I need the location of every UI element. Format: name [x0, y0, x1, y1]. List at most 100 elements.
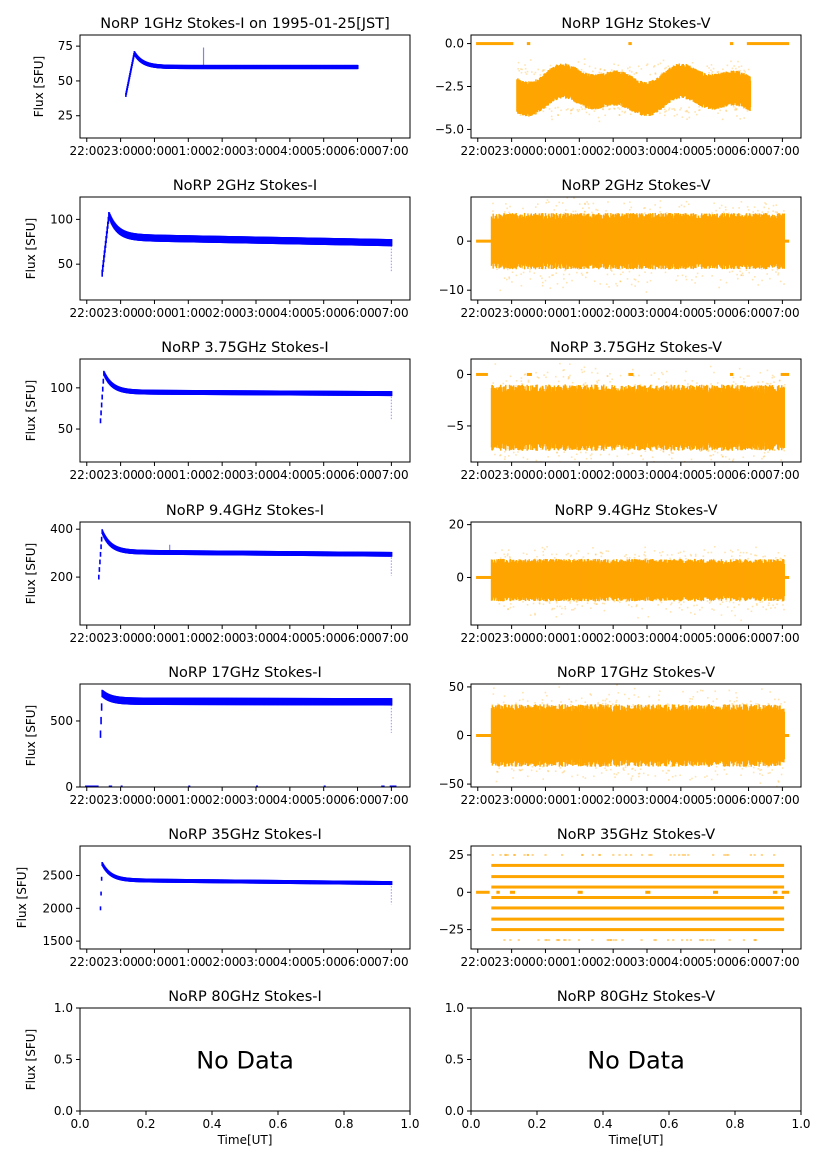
data-point: [616, 284, 619, 287]
data-point: [540, 448, 542, 451]
data-point: [777, 273, 779, 276]
subplot-v3: NoRP 3.75GHz Stokes-V0−522:00 23:00 00:00 0…: [446, 340, 802, 482]
data-point: [772, 204, 775, 207]
data-point: [715, 209, 717, 212]
data-point: [685, 200, 688, 203]
data-point: [520, 71, 523, 74]
data-point: [570, 456, 573, 458]
data-point: [649, 279, 652, 282]
data-point: [568, 376, 570, 379]
data-point: [499, 454, 501, 457]
data-point: [558, 454, 560, 457]
data-point: [631, 368, 634, 371]
x-tick-label: 00:00: [528, 306, 563, 320]
data-point: [698, 109, 700, 112]
data-point: [521, 267, 524, 270]
data-point: [584, 210, 586, 213]
data-point: [572, 71, 574, 73]
data-point: [571, 381, 574, 384]
x-tick-label: 01:00: [171, 468, 206, 482]
data-point: [754, 215, 757, 217]
y-tick-label: 100: [50, 381, 73, 395]
data-point: [761, 279, 763, 282]
data-point: [641, 106, 643, 108]
x-tick-label: 03:00: [239, 144, 274, 158]
data-point: [714, 215, 716, 217]
data-point: [711, 215, 713, 218]
data-point: [617, 107, 619, 109]
data-point: [724, 455, 727, 458]
data-point: [608, 453, 611, 456]
data-point: [666, 215, 668, 218]
data-point: [618, 114, 621, 116]
data-point: [100, 536, 103, 542]
data-point: [653, 106, 655, 109]
data-point: [761, 381, 764, 383]
data-point: [620, 388, 622, 391]
x-tick-label: 00:00: [137, 144, 172, 158]
data-point: [734, 108, 736, 111]
data-point: [101, 269, 103, 277]
data-point: [771, 385, 773, 387]
plot-area: [99, 370, 393, 424]
data-point: [733, 65, 736, 67]
data-band: [749, 80, 752, 108]
data-point: [709, 106, 712, 109]
data-point: [131, 59, 134, 64]
data-point: [583, 366, 586, 369]
data-point: [526, 449, 529, 451]
data-point: [517, 61, 520, 64]
data-point: [653, 106, 656, 109]
x-tick-label: 07:00: [765, 468, 800, 482]
zero-marker: [476, 372, 488, 376]
data-point: [569, 374, 571, 377]
data-point: [657, 105, 660, 108]
data-point: [520, 380, 523, 382]
data-point: [665, 110, 668, 112]
data-point: [581, 108, 584, 110]
data-point: [132, 57, 134, 62]
data-point: [701, 275, 704, 277]
data-point: [740, 65, 743, 67]
data-point: [586, 201, 588, 203]
data-point: [710, 64, 713, 66]
data-point: [630, 206, 633, 209]
data-point: [657, 63, 659, 66]
data-point: [720, 204, 723, 207]
data-point: [615, 282, 617, 285]
data-point: [687, 385, 689, 388]
data-point: [728, 271, 731, 273]
data-point: [599, 68, 602, 71]
data-point: [783, 283, 785, 285]
data-point: [606, 375, 609, 377]
data-point: [582, 448, 584, 451]
data-point: [566, 197, 569, 199]
x-tick-label: 22:00: [460, 306, 495, 320]
data-point: [128, 75, 131, 80]
data-point: [98, 574, 100, 580]
data-point: [579, 446, 582, 449]
data-point: [580, 106, 583, 108]
data-point: [492, 382, 495, 384]
data-point: [132, 55, 135, 60]
data-point: [585, 111, 588, 114]
data-point: [591, 214, 593, 217]
data-point: [688, 106, 690, 109]
data-point: [599, 283, 602, 285]
data-point: [740, 274, 743, 277]
data-point: [534, 113, 536, 115]
data-point: [717, 73, 720, 75]
axes-frame: [79, 196, 411, 301]
data-point: [664, 271, 667, 274]
data-point: [552, 274, 554, 276]
data-point: [551, 118, 553, 121]
data-point: [607, 266, 610, 269]
data-point: [547, 74, 549, 76]
data-point: [565, 108, 568, 111]
data-point: [748, 375, 750, 377]
data-point: [591, 371, 593, 374]
data-point: [589, 215, 592, 218]
x-tick-label: 22:00: [69, 468, 104, 482]
data-point: [646, 63, 649, 65]
data-point: [649, 208, 651, 211]
